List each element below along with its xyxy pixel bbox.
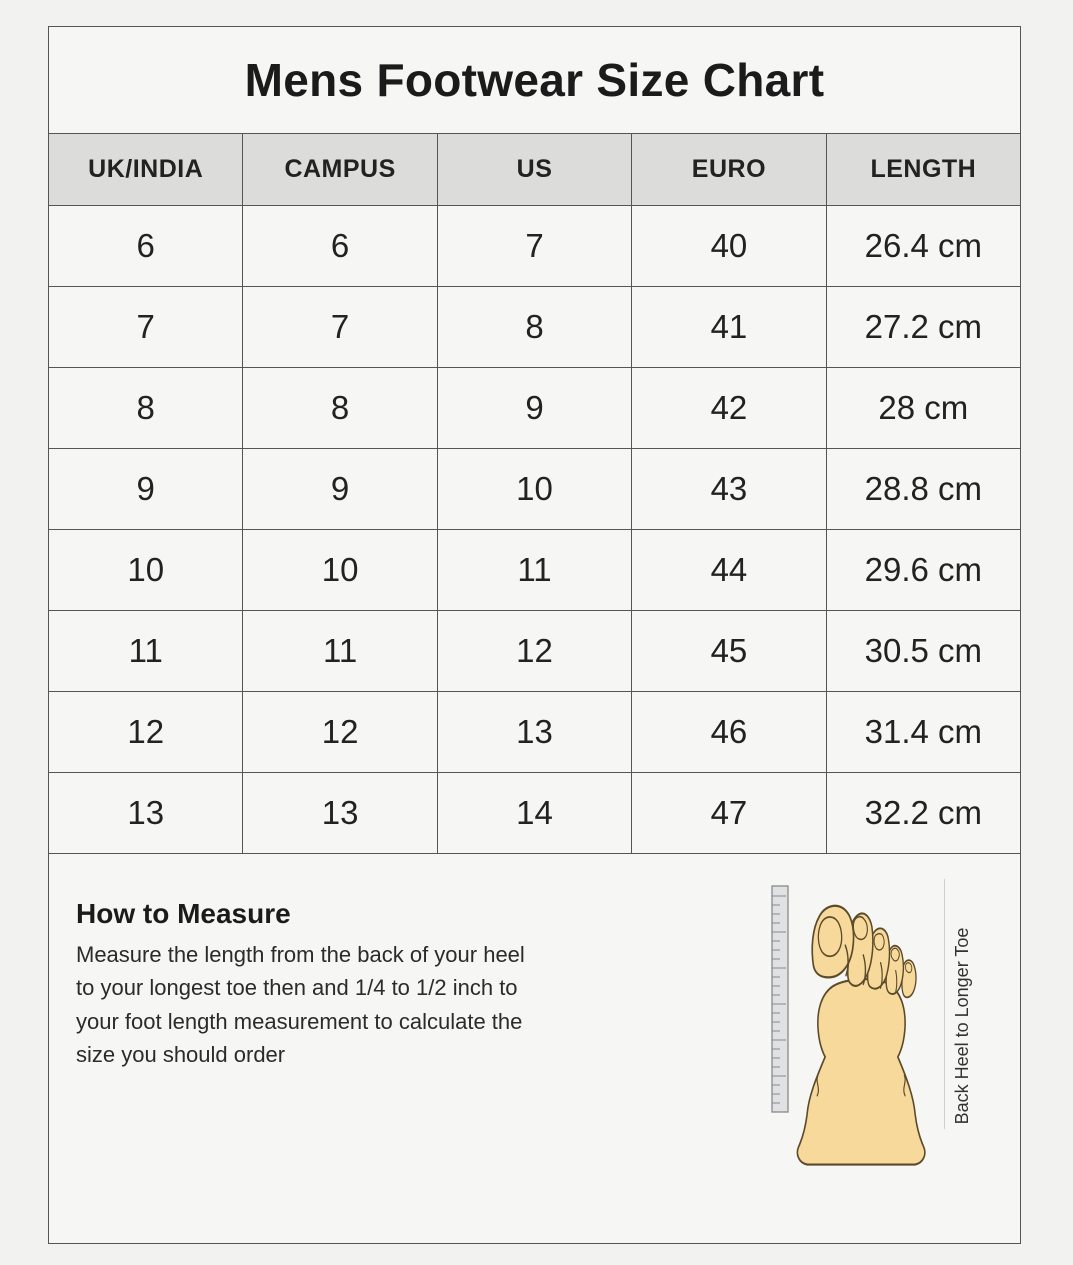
svg-text:Back Heel to Longer Toe: Back Heel to Longer Toe (952, 928, 972, 1125)
